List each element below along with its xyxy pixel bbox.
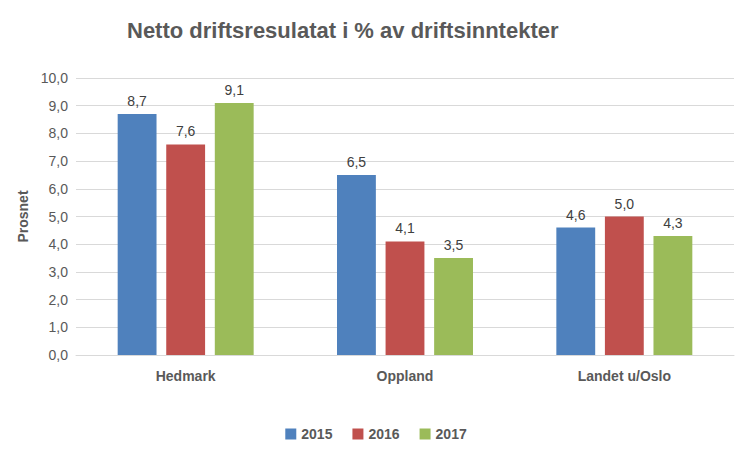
svg-text:9,0: 9,0 (49, 98, 69, 114)
svg-text:0,0: 0,0 (49, 347, 69, 363)
svg-text:Netto driftsresulatat i % av d: Netto driftsresulatat i % av driftsinnte… (127, 18, 559, 43)
svg-text:6,5: 6,5 (347, 154, 367, 170)
svg-text:3,5: 3,5 (444, 237, 464, 253)
svg-text:5,0: 5,0 (615, 196, 635, 212)
svg-text:6,0: 6,0 (49, 181, 69, 197)
svg-text:4,6: 4,6 (566, 207, 586, 223)
svg-text:7,6: 7,6 (176, 123, 196, 139)
svg-text:4,3: 4,3 (663, 215, 683, 231)
svg-text:8,7: 8,7 (127, 93, 147, 109)
svg-text:Prosnet: Prosnet (15, 190, 31, 242)
svg-text:1,0: 1,0 (49, 319, 69, 335)
svg-text:2,0: 2,0 (49, 292, 69, 308)
svg-text:9,1: 9,1 (224, 82, 244, 98)
svg-text:10,0: 10,0 (41, 70, 68, 86)
svg-text:Oppland: Oppland (377, 368, 434, 384)
svg-text:7,0: 7,0 (49, 153, 69, 169)
svg-text:Hedmark: Hedmark (156, 368, 216, 384)
svg-text:4,1: 4,1 (395, 220, 415, 236)
svg-text:4,0: 4,0 (49, 236, 69, 252)
svg-text:3,0: 3,0 (49, 264, 69, 280)
svg-text:8,0: 8,0 (49, 125, 69, 141)
svg-text:5,0: 5,0 (49, 209, 69, 225)
svg-text:2016: 2016 (368, 426, 399, 442)
svg-text:Landet u/Oslo: Landet u/Oslo (578, 368, 671, 384)
svg-text:2015: 2015 (301, 426, 332, 442)
svg-text:2017: 2017 (436, 426, 467, 442)
